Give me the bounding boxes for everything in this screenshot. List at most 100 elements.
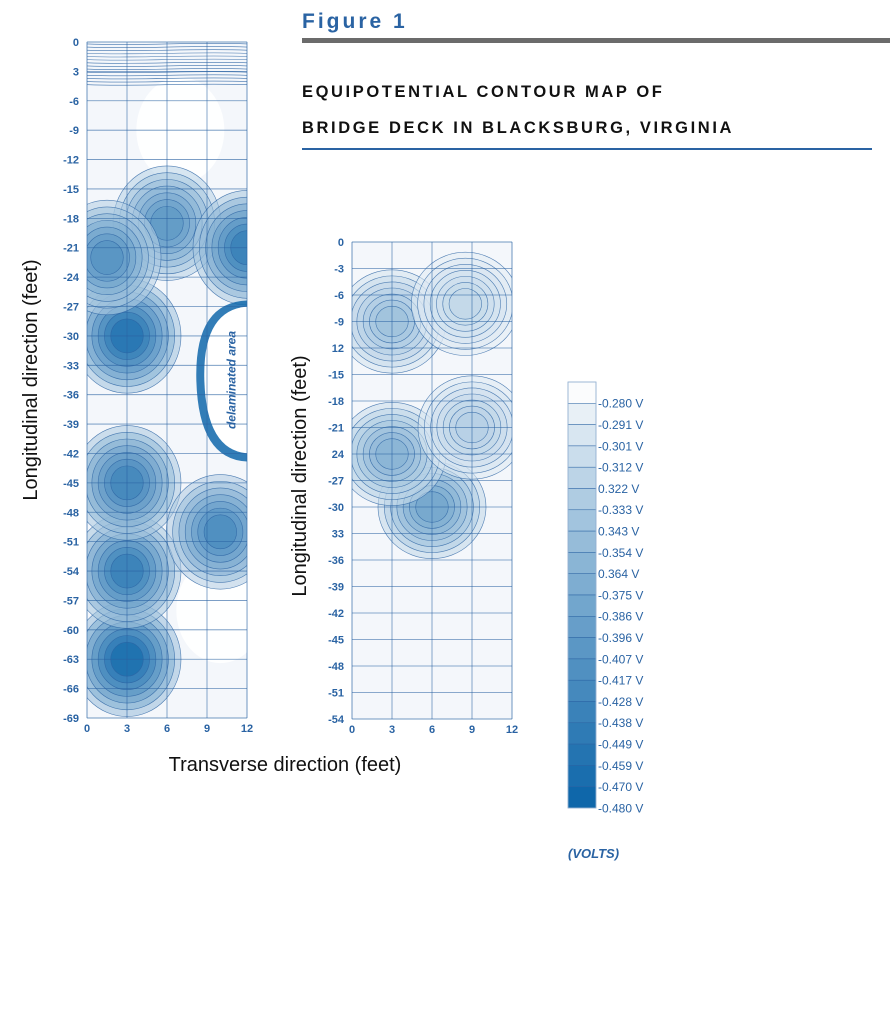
colorbar: -0.280 V -0.291 V -0.301 V -0.312 V 0.322 V -… [567, 381, 643, 815]
contour-ring [203, 514, 237, 550]
x-tick-label: 9 [469, 724, 475, 736]
x-tick-label: 0 [84, 723, 90, 735]
y-tick-label: -48 [63, 507, 79, 519]
y-tick-label: -21 [328, 423, 344, 435]
colorbar-swatch [567, 679, 597, 702]
colorbar-swatch [567, 488, 597, 511]
y-tick-label: 3 [73, 66, 79, 78]
y-tick-label: -57 [63, 595, 79, 607]
colorbar-swatch [567, 637, 597, 660]
right-contour-panel: 0 3 6 9 12 0 -3 -6 -9 12 -15 -18 -21 24 -27 -30 33 -36 -39… [328, 237, 518, 736]
y-tick-label: -24 [63, 272, 80, 284]
colorbar-swatch [567, 424, 597, 447]
colorbar-tick-label: -0.438 V [598, 716, 643, 730]
y-tick-label: -18 [63, 213, 79, 225]
y-tick-label: -51 [63, 537, 79, 549]
y-tick-label: -36 [63, 390, 79, 402]
y-tick-label: -54 [63, 566, 80, 578]
grid [86, 41, 248, 719]
potential-minimum-4 [411, 251, 512, 356]
colorbar-swatch [567, 509, 597, 532]
delaminated-area-label: delaminated area [225, 331, 239, 429]
y-tick-label: -9 [69, 125, 79, 137]
x-tick-label: 6 [429, 724, 435, 736]
colorbar-tick-label: -0.480 V [598, 801, 643, 815]
y-tick-label: -33 [63, 360, 79, 372]
colorbar-swatch [567, 403, 597, 425]
y-tick-label: -66 [63, 684, 79, 696]
colorbar-swatch [567, 722, 597, 745]
y-tick-label: -6 [334, 290, 344, 302]
colorbar-tick-label: -0.386 V [598, 610, 643, 624]
colorbar-tick-label: -0.375 V [598, 588, 643, 602]
colorbar-swatch [567, 765, 597, 787]
y-tick-label: -60 [63, 625, 79, 637]
potential-minimum-5 [87, 199, 162, 316]
colorbar-tick-label: -0.333 V [598, 503, 643, 517]
y-tick-label: -39 [328, 582, 344, 594]
colorbar-swatch [567, 466, 597, 489]
y-tick-label: -42 [328, 608, 344, 620]
y-tick-label: 12 [332, 343, 344, 355]
subtitle-line-2: BRIDGE DECK IN BLACKSBURG, VIRGINIA [302, 119, 735, 137]
y-tick-label: -27 [328, 476, 344, 488]
y-tick-label: -51 [328, 688, 344, 700]
colorbar-swatch [567, 381, 597, 404]
delaminated-area [204, 306, 247, 454]
colorbar-tick-label: -0.291 V [598, 418, 643, 432]
y-tick-label: 33 [332, 529, 344, 541]
y-tick-label: -15 [63, 184, 79, 196]
colorbar-tick-label: -0.449 V [598, 737, 643, 751]
y-tick-label: -45 [328, 635, 344, 647]
y-tick-label: 24 [332, 449, 345, 461]
x-tick-label: 0 [349, 724, 355, 736]
potential-minimum-6 [166, 474, 247, 590]
colorbar-swatch [567, 594, 597, 617]
x-tick-label: 3 [124, 723, 130, 735]
colorbar-unit-label: (VOLTS) [568, 846, 619, 861]
contour-ring [90, 240, 124, 275]
colorbar-tick-label: -0.428 V [598, 695, 643, 709]
colorbar-swatch [567, 743, 597, 766]
subtitle-rule [302, 148, 872, 150]
y-tick-label: -30 [63, 331, 79, 343]
colorbar-tick-label: -0.407 V [598, 652, 643, 666]
x-tick-label: 12 [506, 724, 518, 736]
left-y-axis-label: Longitudinal direction (feet) [20, 259, 42, 500]
grid [351, 241, 513, 720]
colorbar-tick-label: -0.470 V [598, 780, 643, 794]
y-tick-label: -18 [328, 396, 344, 408]
y-tick-label: -30 [328, 502, 344, 514]
y-tick-label: -15 [328, 370, 344, 382]
right-y-axis-label: Longitudinal direction (feet) [289, 355, 311, 596]
colorbar-frame [567, 381, 597, 809]
colorbar-tick-label: -0.354 V [598, 546, 643, 560]
y-tick-label: -54 [328, 714, 345, 726]
colorbar-tick-label: -0.280 V [598, 397, 643, 411]
y-tick-label: -36 [328, 555, 344, 567]
x-tick-label: 12 [241, 723, 253, 735]
colorbar-swatch [567, 530, 597, 553]
colorbar-swatch [567, 573, 597, 596]
colorbar-tick-label: -0.396 V [598, 631, 643, 645]
colorbar-swatch [567, 701, 597, 724]
colorbar-tick-label: 0.322 V [598, 482, 639, 496]
x-tick-label: 3 [389, 724, 395, 736]
y-tick-label: -27 [63, 302, 79, 314]
colorbar-tick-label: -0.312 V [598, 461, 643, 475]
left-contour-panel: delaminated area 0 3 6 9 12 0 3 -6 -9 -12 -15 -18 -21… [63, 37, 253, 735]
y-tick-label: -63 [63, 654, 79, 666]
figure-label: Figure 1 [302, 10, 408, 33]
colorbar-swatch [567, 658, 597, 681]
y-tick-label: -69 [63, 713, 79, 725]
x-tick-label: 6 [164, 723, 170, 735]
y-tick-label: -48 [328, 661, 344, 673]
y-tick-label: -42 [63, 448, 79, 460]
colorbar-swatch [567, 786, 597, 809]
y-tick-label: 0 [338, 237, 344, 249]
y-tick-label: -21 [63, 243, 79, 255]
colorbar-tick-label: 0.343 V [598, 524, 639, 538]
x-axis-label: Transverse direction (feet) [169, 754, 402, 776]
y-tick-label: -45 [63, 478, 79, 490]
